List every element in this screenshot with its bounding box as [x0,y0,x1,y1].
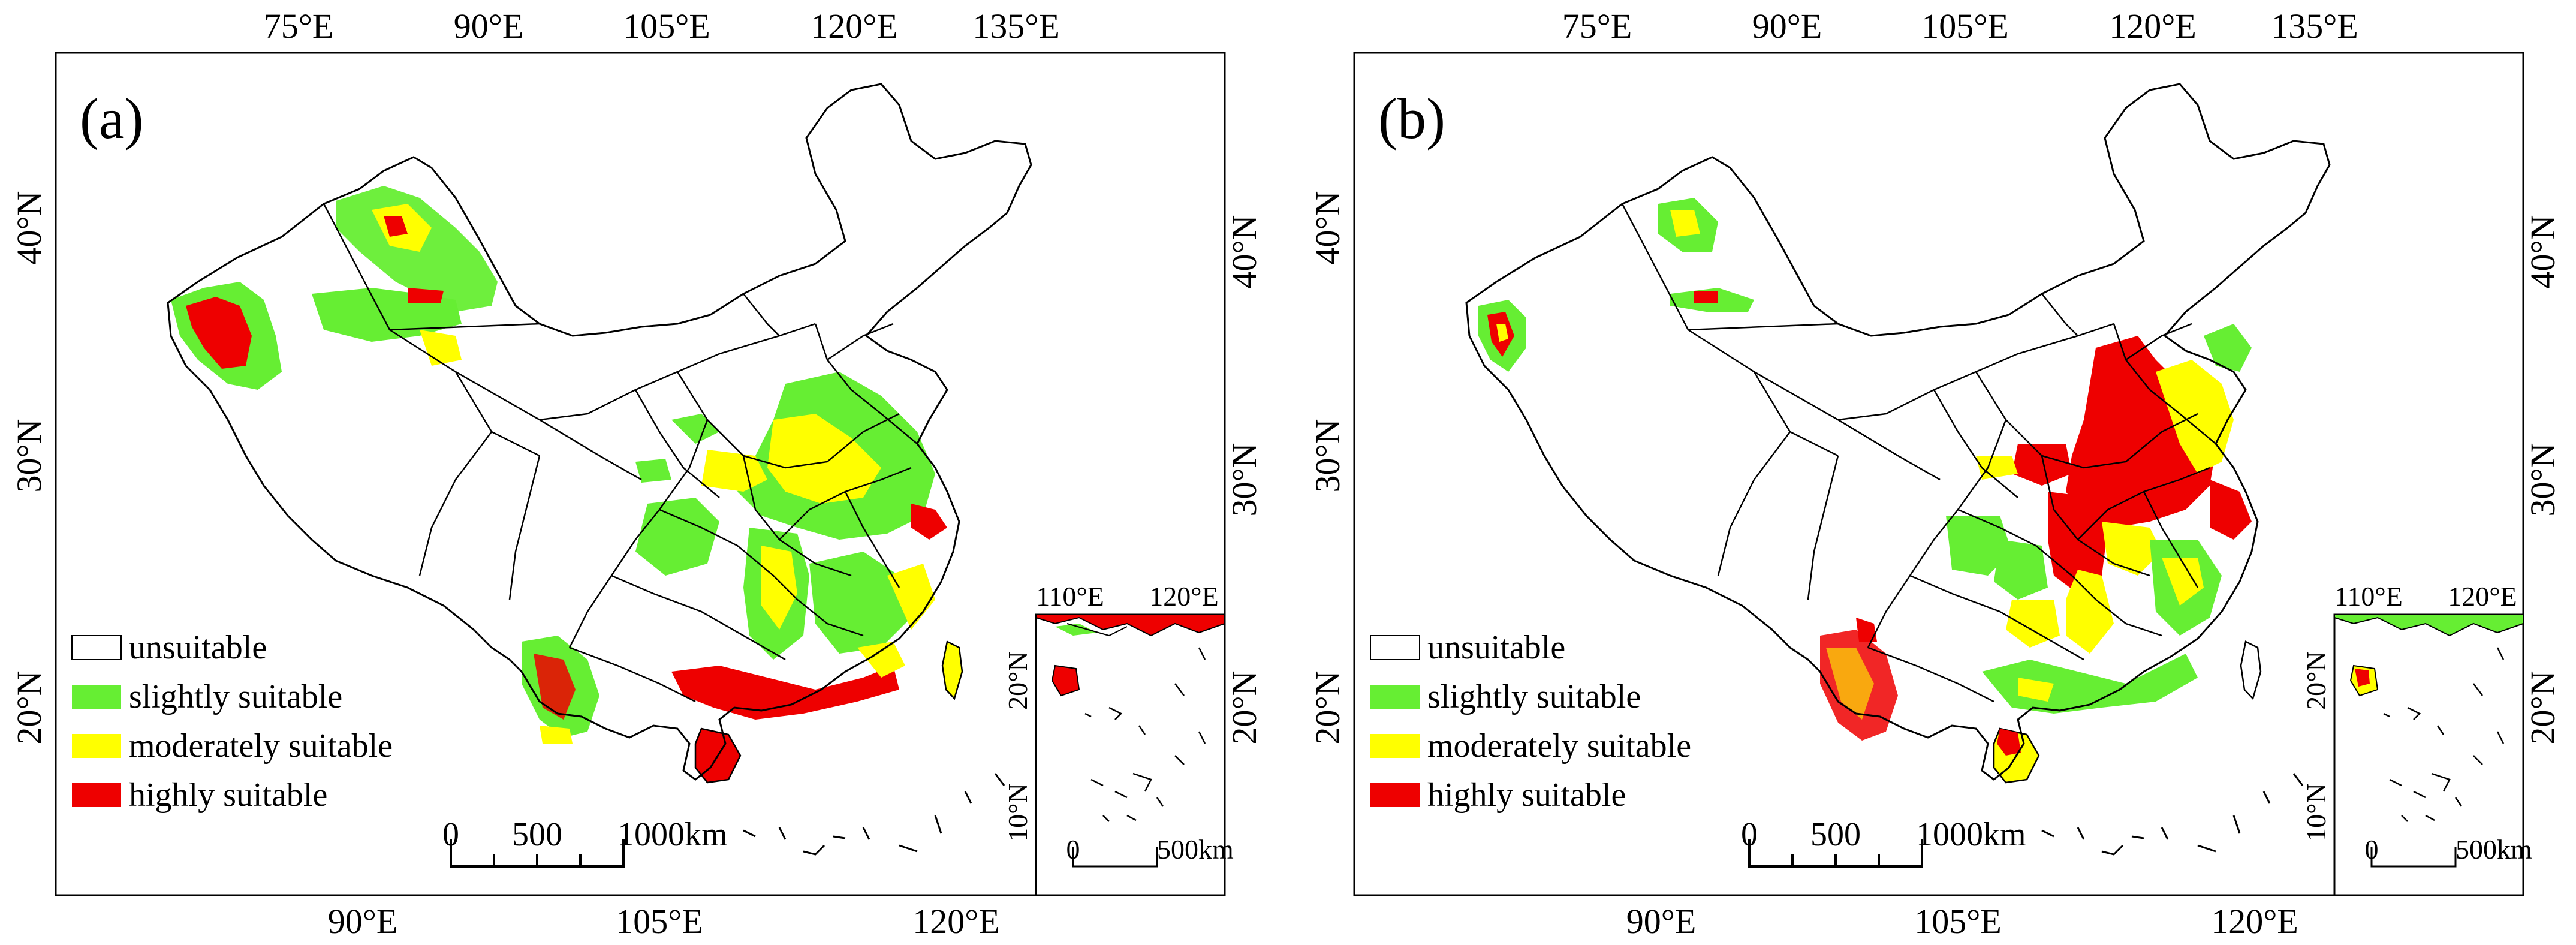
map-frame [1353,52,2524,896]
inset-side-label: 10°N [2301,783,2331,842]
legend-label-highly: highly suitable [1427,777,1626,814]
legend: unsuitable slightly suitable moderately … [71,629,393,814]
right-axis-label: 20°N [2523,670,2557,744]
south-sea-islands [2041,773,2304,856]
top-axis-label: 90°E [1752,7,1822,46]
scale-label-1000: 1000km [617,816,728,853]
legend-swatch-highly [1370,783,1420,807]
inset-top-label: 110°E [1036,581,1104,612]
top-axis-label: 75°E [1562,7,1632,46]
bottom-axis-label: 105°E [1914,902,2002,941]
right-axis-label: 40°N [1225,215,1259,288]
top-axis-label: 120°E [2109,7,2197,46]
legend-label-moderately: moderately suitable [129,727,393,765]
bottom-axis-label: 90°E [1626,902,1697,941]
panel-label: (b) [1378,86,1445,151]
inset-side-label: 20°N [2301,651,2331,710]
right-axis-label: 30°N [1225,443,1259,516]
scale-label-500: 500 [1810,816,1861,853]
legend-swatch-slightly [1370,685,1420,709]
inset-top-label: 120°E [2448,581,2517,612]
map-panel-b: 75°E 90°E 105°E 120°E 135°E 90°E 105°E 1… [1298,0,2557,945]
scale-label-1000: 1000km [1916,816,2026,853]
top-axis-label: 105°E [623,7,710,46]
legend-swatch-unsuitable [1370,635,1420,660]
top-axis-label: 90°E [454,7,524,46]
right-axis-label: 30°N [2523,443,2557,516]
inset-top-label: 120°E [1149,581,1219,612]
right-axis-label: 20°N [1225,670,1259,744]
taiwan-island [2240,640,2262,700]
right-axis-label: 40°N [2523,215,2557,288]
inset-map: 110°E 120°E 20°N 10°N 0 500km [1002,581,1234,896]
bottom-axis-label: 120°E [912,902,1000,941]
suitability-regions [171,186,947,744]
inset-top-label: 110°E [2334,581,2403,612]
bottom-axis-label: 90°E [328,902,398,941]
left-axis-label: 40°N [10,191,49,264]
legend-label-slightly: slightly suitable [129,678,342,715]
top-axis-label: 120°E [811,7,898,46]
map-panel-a: 75°E 90°E 105°E 120°E 135°E 90°E 105°E 1… [0,0,1259,945]
legend-swatch-highly [72,783,121,807]
scale-label-0: 0 [442,816,459,853]
legend-swatch-moderately [1370,734,1420,758]
scale-label-0: 0 [1741,816,1758,853]
top-axis-label: 135°E [2271,7,2358,46]
legend-swatch-slightly [72,685,121,709]
south-sea-islands [743,773,1005,856]
legend-label-unsuitable: unsuitable [1427,629,1565,666]
left-axis-label: 20°N [10,670,49,744]
scale-bar: 0 500 1000km [442,816,728,868]
legend-swatch-unsuitable [71,635,122,660]
inset-scale-0: 0 [2365,834,2379,865]
scale-label-500: 500 [512,816,562,853]
inset-side-label: 10°N [1002,783,1033,842]
inset-map: 110°E 120°E 20°N 10°N 0 500km [2301,581,2532,896]
left-axis-label: 40°N [1308,191,1347,264]
left-axis-label: 20°N [1308,670,1347,744]
bottom-axis-label: 105°E [616,902,703,941]
left-axis-label: 30°N [10,419,49,492]
legend-label-unsuitable: unsuitable [129,629,267,666]
inset-side-label: 20°N [1002,651,1033,710]
inset-scale-500: 500km [1157,834,1234,865]
map-canvas-a: 75°E 90°E 105°E 120°E 135°E 90°E 105°E 1… [10,7,1259,941]
legend-label-slightly: slightly suitable [1427,678,1641,715]
inset-scale-0: 0 [1066,834,1080,865]
inset-scale-500: 500km [2456,834,2532,865]
map-frame [55,52,1226,896]
panel-label: (a) [80,86,144,151]
taiwan-island [941,640,963,700]
top-axis-label: 135°E [972,7,1060,46]
legend: unsuitable slightly suitable moderately … [1370,629,1691,814]
bottom-axis-label: 120°E [2211,902,2298,941]
legend-label-moderately: moderately suitable [1427,727,1691,765]
map-canvas-b: 75°E 90°E 105°E 120°E 135°E 90°E 105°E 1… [1308,7,2557,941]
legend-label-highly: highly suitable [129,777,327,814]
left-axis-label: 30°N [1308,419,1347,492]
top-axis-label: 105°E [1921,7,2009,46]
top-axis-label: 75°E [264,7,334,46]
scale-bar: 0 500 1000km [1741,816,2026,868]
legend-swatch-moderately [72,734,121,758]
